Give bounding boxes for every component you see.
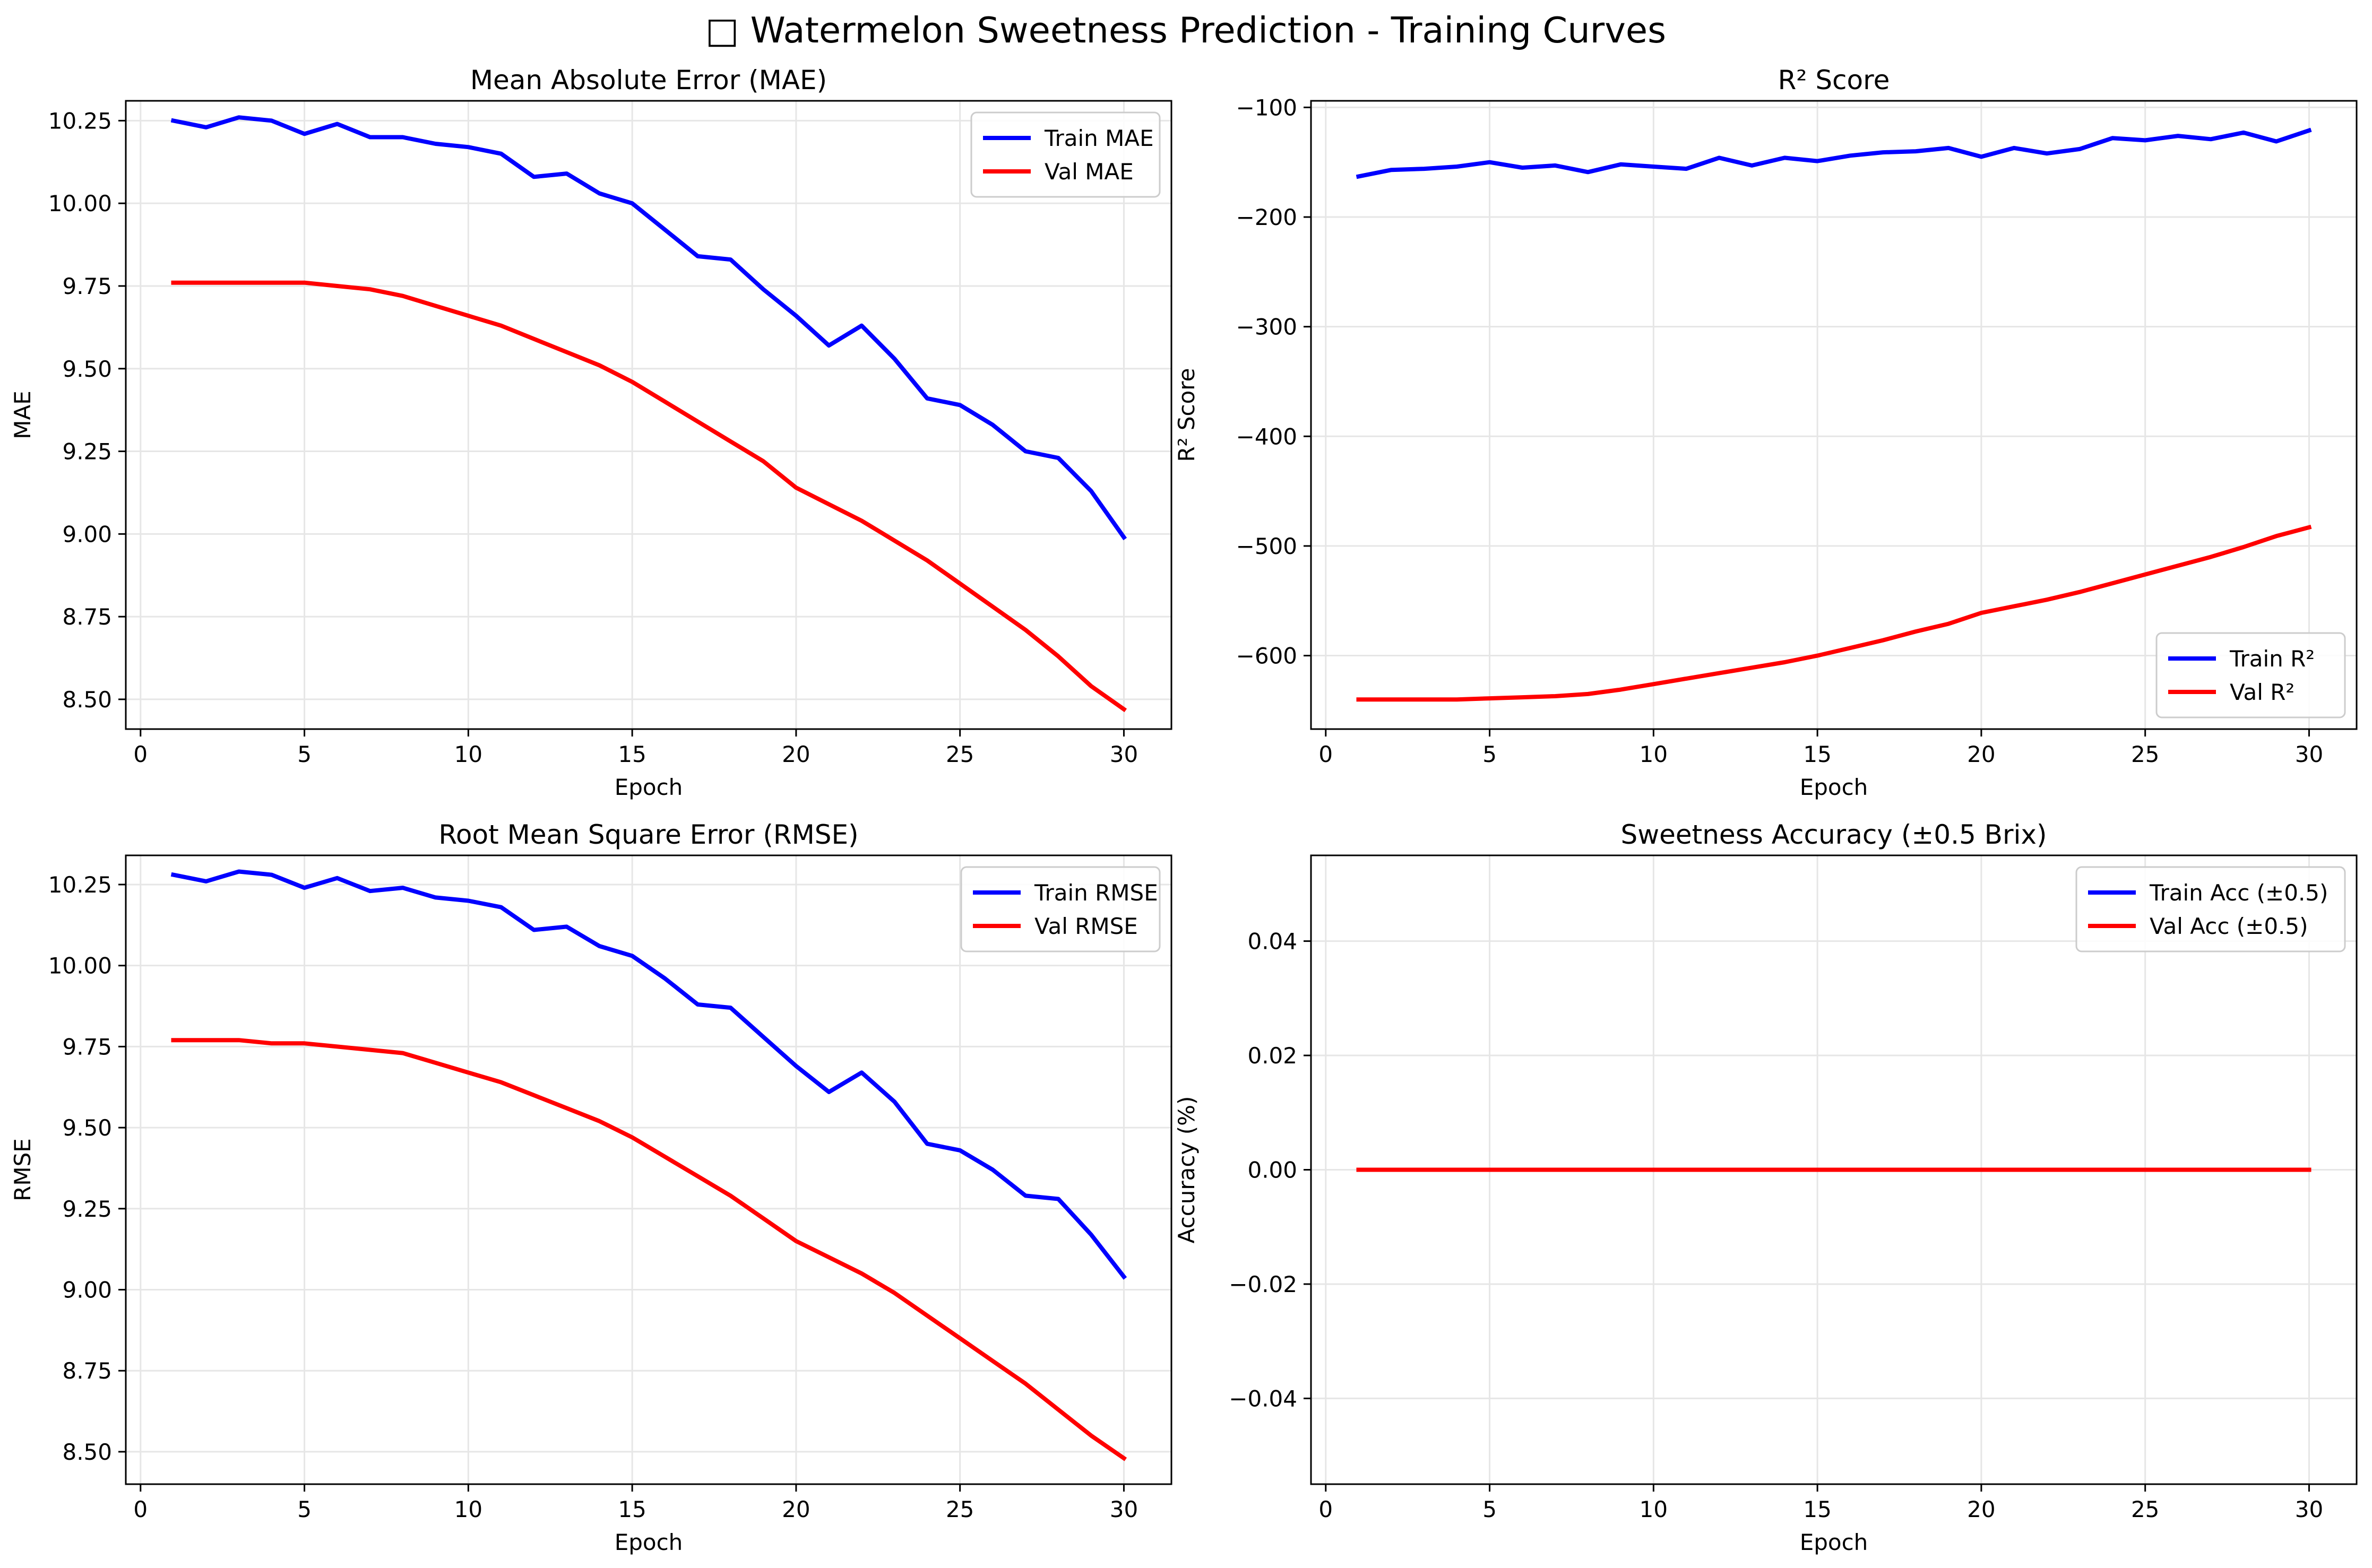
legend-entry-train-r: Train R² (2229, 646, 2315, 672)
plot-frame (125, 854, 1172, 1485)
y-tick-label: 9.00 (62, 521, 112, 547)
x-tick-label: 25 (2131, 741, 2159, 767)
y-tick-label: 10.25 (48, 108, 112, 134)
x-tick-label: 5 (297, 741, 312, 767)
y-tick-label: −600 (1236, 643, 1297, 669)
chart-title: Root Mean Square Error (RMSE) (438, 819, 858, 850)
y-tick-label: −0.04 (1229, 1385, 1297, 1411)
chart-title: R² Score (1778, 65, 1890, 96)
series-line-train-r (1356, 127, 2312, 179)
legend-entry-train-acc-0-5: Train Acc (±0.5) (2149, 880, 2328, 906)
x-tick-label: 0 (133, 741, 148, 767)
y-tick-label: 10.25 (48, 872, 112, 898)
y-tick-label: 0.02 (1247, 1043, 1297, 1069)
series-line-val-r (1356, 524, 2312, 702)
y-tick-label: 8.50 (62, 687, 112, 713)
x-tick-label: 25 (946, 1496, 974, 1522)
legend: Train Acc (±0.5) Val Acc (±0.5) (2075, 866, 2346, 952)
x-tick-label: 0 (1318, 741, 1333, 767)
chart-panel-3: 0 5 10 15 20 25 30 8.50 8.75 9.00 9.25 9.50 9.75 10.0… (10, 819, 1172, 1555)
x-axis-label: Epoch (615, 1529, 683, 1555)
legend-entry-val-mae: Val MAE (1045, 159, 1134, 185)
plot-frame (1310, 100, 2358, 730)
x-axis-label: Epoch (615, 774, 683, 800)
x-tick-label: 25 (2131, 1496, 2159, 1522)
y-axis-label: Accuracy (%) (1174, 1096, 1200, 1244)
x-tick-label: 5 (1482, 1496, 1497, 1522)
series-line-val-mae (171, 280, 1127, 713)
x-tick-label: 30 (2295, 1496, 2323, 1522)
x-tick-label: 10 (1640, 741, 1668, 767)
y-tick-label: 9.50 (62, 1115, 112, 1141)
x-tick-label: 10 (454, 1496, 482, 1522)
legend: Train MAE Val MAE (970, 111, 1161, 198)
x-tick-label: 5 (1482, 741, 1497, 767)
legend-box (970, 111, 1161, 198)
x-tick-label: 0 (1318, 1496, 1333, 1522)
x-axis-label: Epoch (1800, 774, 1868, 800)
x-tick-label: 15 (1803, 741, 1831, 767)
y-axis-label: MAE (10, 391, 36, 439)
y-tick-label: 8.75 (62, 604, 112, 630)
y-tick-label: 9.25 (62, 439, 112, 465)
legend-entry-train-rmse: Train RMSE (1034, 880, 1158, 906)
series-line-train-rmse (170, 869, 1127, 1280)
x-tick-label: 20 (782, 741, 810, 767)
x-tick-label: 30 (2295, 741, 2323, 767)
series-line-train-mae (170, 115, 1127, 541)
plot-frame (125, 100, 1172, 730)
chart-panel-4: 0 5 10 15 20 25 30 −0.04 −0.02 0.00 0.02 0.04 Sweetn… (1174, 819, 2358, 1555)
x-axis-label: Epoch (1800, 1529, 1868, 1555)
y-tick-label: 9.00 (62, 1277, 112, 1303)
x-tick-label: 20 (1967, 1496, 1995, 1522)
legend: Train R² Val R² (2155, 632, 2346, 718)
x-tick-label: 20 (1967, 741, 1995, 767)
legend-entry-val-acc-0-5: Val Acc (±0.5) (2150, 913, 2308, 939)
y-tick-label: −300 (1236, 314, 1297, 340)
y-tick-label: −400 (1236, 423, 1297, 449)
x-tick-label: 15 (618, 741, 646, 767)
y-axis-label: R² Score (1174, 368, 1200, 462)
legend: Train RMSE Val RMSE (960, 866, 1161, 952)
series-line-val-rmse (171, 1038, 1127, 1461)
chart-title: Sweetness Accuracy (±0.5 Brix) (1620, 819, 2047, 850)
y-tick-label: −100 (1236, 94, 1297, 120)
legend-box (2155, 632, 2346, 718)
y-tick-label: −500 (1236, 533, 1297, 559)
chart-panel-2: 0 5 10 15 20 25 30 −600 −500 −400 −300 −200 −100 R² S… (1174, 65, 2358, 800)
y-tick-label: 8.75 (62, 1358, 112, 1384)
y-tick-label: −200 (1236, 204, 1297, 230)
legend-entry-val-rmse: Val RMSE (1034, 913, 1138, 939)
y-tick-label: 10.00 (48, 953, 112, 979)
x-tick-label: 25 (946, 741, 974, 767)
legend-entry-val-r: Val R² (2230, 679, 2295, 705)
y-tick-label: 0.00 (1247, 1157, 1297, 1183)
y-tick-label: 9.50 (62, 356, 112, 382)
y-tick-label: 9.75 (62, 1034, 112, 1060)
x-tick-label: 30 (1110, 741, 1138, 767)
x-tick-label: 15 (618, 1496, 646, 1522)
x-tick-label: 0 (133, 1496, 148, 1522)
y-tick-label: 9.25 (62, 1196, 112, 1222)
y-tick-label: 10.00 (48, 190, 112, 216)
y-tick-label: 9.75 (62, 273, 112, 299)
legend-box (2075, 866, 2346, 952)
y-tick-label: −0.02 (1229, 1271, 1297, 1297)
figure-title: □ Watermelon Sweetness Prediction - Trai… (705, 10, 1666, 51)
x-tick-label: 10 (1640, 1496, 1668, 1522)
legend-box (960, 866, 1161, 952)
x-tick-label: 10 (454, 741, 482, 767)
chart-panel-1: 0 5 10 15 20 25 30 8.50 8.75 9.00 9.25 9.50 9.75 10.0… (10, 65, 1172, 800)
y-axis-label: RMSE (10, 1138, 36, 1201)
x-tick-label: 30 (1110, 1496, 1138, 1522)
y-tick-label: 0.04 (1247, 929, 1297, 955)
y-tick-label: 8.50 (62, 1439, 112, 1465)
chart-title: Mean Absolute Error (MAE) (470, 65, 827, 96)
x-tick-label: 15 (1803, 1496, 1831, 1522)
legend-entry-train-mae: Train MAE (1044, 125, 1154, 151)
x-tick-label: 5 (297, 1496, 312, 1522)
x-tick-label: 20 (782, 1496, 810, 1522)
